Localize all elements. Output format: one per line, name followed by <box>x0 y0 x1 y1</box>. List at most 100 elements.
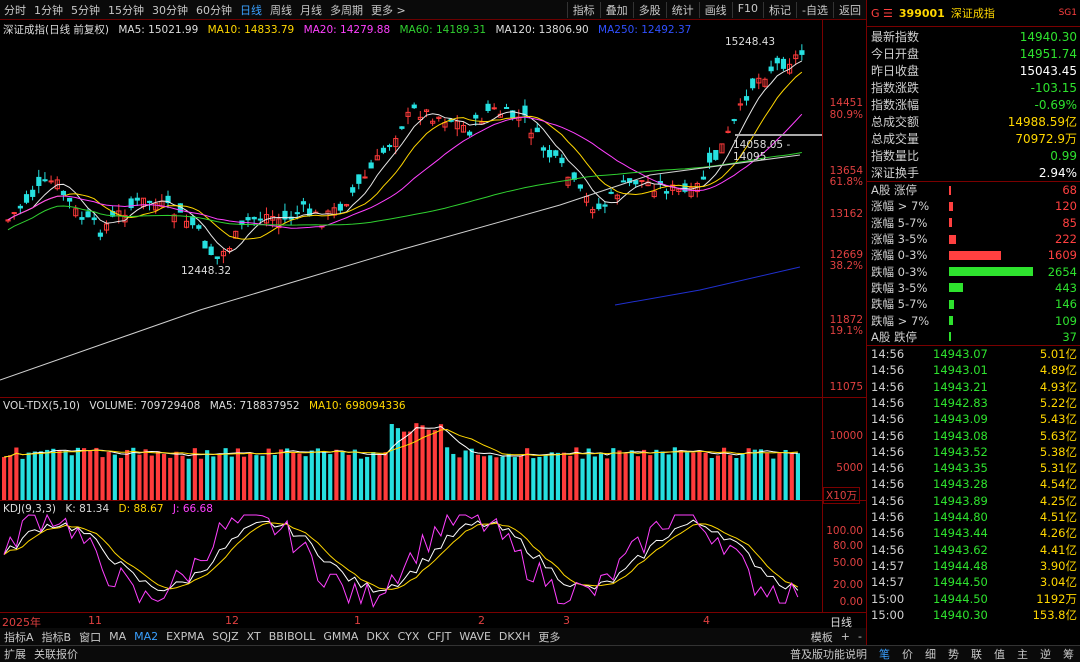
side-tab[interactable]: 价 <box>902 648 913 661</box>
add-button[interactable]: + <box>840 630 851 643</box>
indicator-button[interactable]: 指标 <box>566 1 600 18</box>
tab-indicator-a[interactable]: 指标A <box>4 630 34 644</box>
side-tab[interactable]: 筹 <box>1063 648 1074 661</box>
stats-button[interactable]: 统计 <box>665 1 699 18</box>
period-tab[interactable]: 月线 <box>300 3 322 17</box>
price-y-axis: 14451 80.9% 13654 61.8% 13162 12669 38.2… <box>822 20 867 397</box>
tick-row: 14:56 14943.21 4.93亿 <box>867 379 1080 395</box>
period-tab[interactable]: 分时 <box>4 3 26 17</box>
candle-body <box>534 127 540 133</box>
related-quote-button[interactable]: 关联报价 <box>34 648 78 661</box>
side-tab[interactable]: 势 <box>948 648 959 661</box>
side-tab[interactable]: 值 <box>994 648 1005 661</box>
tick-time: 14:56 <box>871 477 905 492</box>
tick-price: 14943.62 <box>933 542 988 557</box>
overlay-button[interactable]: 叠加 <box>599 1 633 18</box>
volume-bar <box>691 452 696 501</box>
x-label: 2 <box>478 614 485 627</box>
volume-bar <box>543 454 548 501</box>
tab-xt[interactable]: XT <box>246 630 261 643</box>
volume-bar <box>506 453 511 501</box>
tick-time: 15:00 <box>871 591 905 606</box>
tab-cfjt[interactable]: CFJT <box>427 630 452 643</box>
candle-body <box>707 152 713 163</box>
tab-dkxh[interactable]: DKXH <box>498 630 531 643</box>
period-tab[interactable]: 30分钟 <box>152 3 188 17</box>
volume-bar <box>395 428 400 501</box>
market-breadth: A股 涨停 68 涨幅 > 7% 120 涨幅 5-7% 85 涨幅 3-5% 222 涨幅 0… <box>867 182 1080 345</box>
menu-icon[interactable]: G ☰ <box>871 6 893 20</box>
period-tab[interactable]: 1分钟 <box>34 3 63 17</box>
volume-bar <box>697 450 702 501</box>
volume-bar <box>771 458 776 501</box>
candle-body <box>793 54 799 60</box>
price-panel[interactable]: 深证成指(日线 前复权) MA5: 15021.99 MA10: 14833.7… <box>0 20 822 397</box>
side-tab[interactable]: 主 <box>1017 648 1028 661</box>
tick-price: 14944.50 <box>933 575 988 590</box>
candle-body <box>460 124 467 133</box>
volume-title: VOL-TDX(5,10) <box>3 400 81 412</box>
tab-ma[interactable]: MA <box>109 630 127 643</box>
tag-badge: SG1 <box>1058 8 1077 18</box>
tab-gmma[interactable]: GMMA <box>323 630 359 643</box>
period-tab[interactable]: 15分钟 <box>108 3 144 17</box>
y-label: 13162 <box>829 208 863 220</box>
period-tab[interactable]: 周线 <box>270 3 292 17</box>
volume-y-axis: 10000 5000 X10万 <box>822 397 867 504</box>
y-label: 38.2% <box>829 260 863 272</box>
volume-bar <box>475 454 480 501</box>
template-button[interactable]: 模板 <box>810 630 833 644</box>
candle-body <box>368 162 374 169</box>
vol-label: 10000 <box>829 430 863 442</box>
tab-indicator-b[interactable]: 指标B <box>41 630 72 644</box>
period-tab[interactable]: 60分钟 <box>196 3 232 17</box>
mark-button[interactable]: 标记 <box>763 1 796 18</box>
volume-bar <box>463 450 468 501</box>
multi-stock-button[interactable]: 多股 <box>632 1 666 18</box>
volume-bar <box>297 453 302 501</box>
volume-bar <box>131 447 136 501</box>
f10-button[interactable]: F10 <box>731 1 763 18</box>
tick-row: 14:56 14943.52 5.38亿 <box>867 444 1080 460</box>
tab-dkx[interactable]: DKX <box>366 630 390 643</box>
candle-body <box>134 197 140 201</box>
period-tab[interactable]: 更多 > <box>371 3 406 17</box>
kdj-panel[interactable]: KDJ(9,3,3) K: 81.34 D: 88.67 J: 66.68 <box>0 500 822 613</box>
tab-expma[interactable]: EXPMA <box>166 630 205 643</box>
period-tab[interactable]: 5分钟 <box>71 3 100 17</box>
quote-row: 总成交额 14988.59亿 <box>867 113 1080 130</box>
expand-button[interactable]: 扩展 <box>4 648 26 661</box>
tick-row: 14:56 14943.01 4.89亿 <box>867 362 1080 378</box>
tick-amount: 3.90亿 <box>1039 558 1077 573</box>
breadth-label: A股 涨停 <box>871 183 918 198</box>
kdj-label: 80.00 <box>832 540 863 552</box>
side-tab[interactable]: 细 <box>925 648 936 661</box>
breadth-count: 85 <box>1062 215 1077 230</box>
volume-panel[interactable]: VOL-TDX(5,10) VOLUME: 709729408 MA5: 718… <box>0 397 822 501</box>
draw-button[interactable]: 画线 <box>698 1 732 18</box>
volume-chart <box>2 423 800 501</box>
tab-sqjz[interactable]: SQJZ <box>212 630 239 643</box>
quote-key: 总成交额 <box>871 115 920 129</box>
candle-body <box>614 194 620 200</box>
candle-body <box>700 176 707 180</box>
tab-wave[interactable]: WAVE <box>459 630 491 643</box>
tick-row: 14:56 14943.08 5.63亿 <box>867 427 1080 443</box>
watchlist-button[interactable]: -自选 <box>796 1 833 18</box>
side-tab[interactable]: 笔 <box>879 648 890 661</box>
tab-more[interactable]: 更多 <box>538 630 561 644</box>
back-button[interactable]: 返回 <box>833 1 866 18</box>
tab-window[interactable]: 窗口 <box>79 630 102 644</box>
ma120-value: MA120: 13806.90 <box>495 24 589 36</box>
side-tab[interactable]: 逆 <box>1040 648 1051 661</box>
edition-note[interactable]: 普及版功能说明 <box>790 648 867 661</box>
period-tab-active[interactable]: 日线 <box>240 3 262 17</box>
tab-ma2[interactable]: MA2 <box>134 630 159 643</box>
side-tab[interactable]: 联 <box>971 648 982 661</box>
tab-cyx[interactable]: CYX <box>397 630 420 643</box>
ma-line <box>7 71 803 240</box>
volume-bar <box>568 455 573 501</box>
tab-bbiboll[interactable]: BBIBOLL <box>268 630 316 643</box>
period-tab[interactable]: 多周期 <box>330 3 363 17</box>
remove-button[interactable]: - <box>858 630 862 643</box>
